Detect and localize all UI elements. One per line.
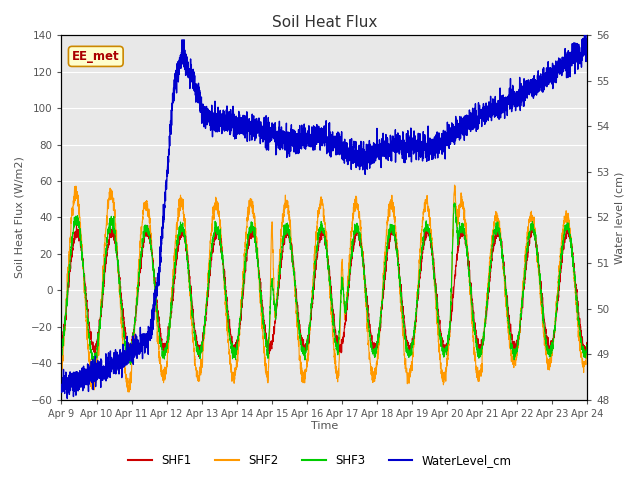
WaterLevel_cm (58, 388, 65, 394)
WaterLevel_cm (376, 137, 383, 143)
SHF3 (127, 361, 134, 367)
SHF1 (534, 251, 541, 257)
SHF1 (73, 222, 81, 228)
SHF1 (583, 339, 591, 345)
SHF2 (451, 182, 458, 188)
SHF1 (58, 345, 65, 350)
SHF3 (170, 273, 178, 279)
WaterLevel_cm (583, 47, 591, 52)
SHF3 (58, 353, 65, 359)
Line: WaterLevel_cm: WaterLevel_cm (61, 30, 587, 398)
Line: SHF1: SHF1 (61, 225, 587, 357)
Line: SHF3: SHF3 (61, 203, 587, 364)
WaterLevel_cm (170, 77, 178, 83)
SHF2 (534, 248, 541, 254)
WaterLevel_cm (582, 27, 589, 33)
SHF2 (583, 350, 591, 356)
SHF3 (534, 253, 541, 259)
WaterLevel_cm (583, 50, 591, 56)
Line: SHF2: SHF2 (61, 185, 587, 392)
SHF1 (376, 324, 383, 329)
SHF2 (125, 389, 133, 395)
SHF1 (170, 277, 178, 283)
Title: Soil Heat Flux: Soil Heat Flux (271, 15, 377, 30)
SHF2 (205, 268, 212, 274)
SHF1 (385, 242, 393, 248)
WaterLevel_cm (205, 110, 212, 116)
Legend: SHF1, SHF2, SHF3, WaterLevel_cm: SHF1, SHF2, SHF3, WaterLevel_cm (124, 449, 516, 472)
Y-axis label: Water level (cm): Water level (cm) (615, 171, 625, 264)
SHF3 (376, 324, 383, 330)
SHF1 (583, 344, 591, 350)
X-axis label: Time: Time (310, 421, 338, 432)
SHF2 (583, 349, 591, 355)
Y-axis label: Soil Heat Flux (W/m2): Soil Heat Flux (W/m2) (15, 156, 25, 278)
SHF1 (205, 288, 212, 294)
WaterLevel_cm (63, 396, 71, 401)
SHF3 (385, 235, 392, 240)
SHF2 (58, 370, 65, 375)
WaterLevel_cm (385, 150, 392, 156)
SHF2 (170, 258, 178, 264)
SHF3 (205, 282, 212, 288)
SHF3 (451, 200, 458, 206)
Text: EE_met: EE_met (72, 50, 120, 63)
SHF3 (583, 342, 591, 348)
SHF1 (195, 354, 203, 360)
SHF2 (376, 339, 383, 345)
WaterLevel_cm (534, 85, 541, 91)
SHF2 (385, 201, 392, 207)
SHF3 (583, 344, 591, 349)
